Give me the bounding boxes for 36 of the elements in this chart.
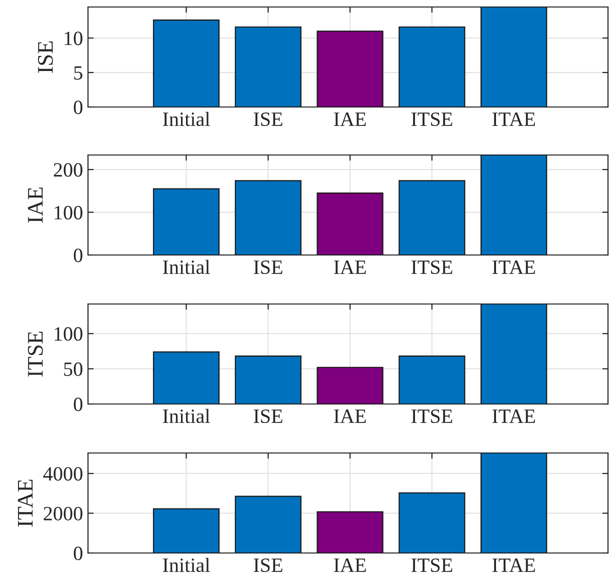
y-tick-label: 10 <box>64 32 82 46</box>
x-tick-label: IAE <box>334 410 366 423</box>
x-tick-label: ITSE <box>411 410 452 424</box>
y-axis-title: IAE <box>28 188 43 223</box>
x-tick-label: Initial <box>162 112 210 126</box>
x-tick-label: ITAE <box>492 112 535 126</box>
x-tick-label: ITAE <box>492 260 535 274</box>
y-axis-title: ITAE <box>18 480 33 527</box>
x-tick-label: ITAE <box>492 410 535 423</box>
x-tick-label: IAE <box>334 112 366 126</box>
x-tick-label: Initial <box>162 260 210 274</box>
x-tick-label: IAE <box>334 558 366 572</box>
y-tick-label: 0 <box>74 248 82 262</box>
x-tick-label: ISE <box>254 558 282 572</box>
x-tick-label: ITSE <box>411 558 452 572</box>
y-tick-label: 50 <box>64 362 82 376</box>
y-tick-label: 2000 <box>44 506 82 520</box>
y-tick-label: 0 <box>74 398 82 412</box>
y-tick-label: 100 <box>54 206 82 220</box>
x-tick-label: ISE <box>254 260 282 274</box>
y-axis-title: ISE <box>38 41 53 73</box>
y-tick-label: 0 <box>74 100 82 114</box>
x-tick-label: ITSE <box>411 112 452 126</box>
x-tick-label: ITSE <box>411 260 452 274</box>
y-tick-label: 100 <box>54 327 82 341</box>
x-tick-label: Initial <box>162 558 210 572</box>
x-tick-label: ISE <box>254 112 282 126</box>
y-axis-title: ITSE <box>28 332 43 377</box>
y-tick-label: 200 <box>54 163 82 177</box>
y-tick-label: 0 <box>74 546 82 560</box>
y-tick-label: 5 <box>74 66 82 80</box>
x-tick-label: IAE <box>334 260 366 274</box>
x-tick-label: Initial <box>162 408 210 424</box>
y-tick-label: 4000 <box>43 467 82 481</box>
x-tick-label: ITAE <box>492 558 535 572</box>
x-tick-label: ISE <box>254 410 282 424</box>
